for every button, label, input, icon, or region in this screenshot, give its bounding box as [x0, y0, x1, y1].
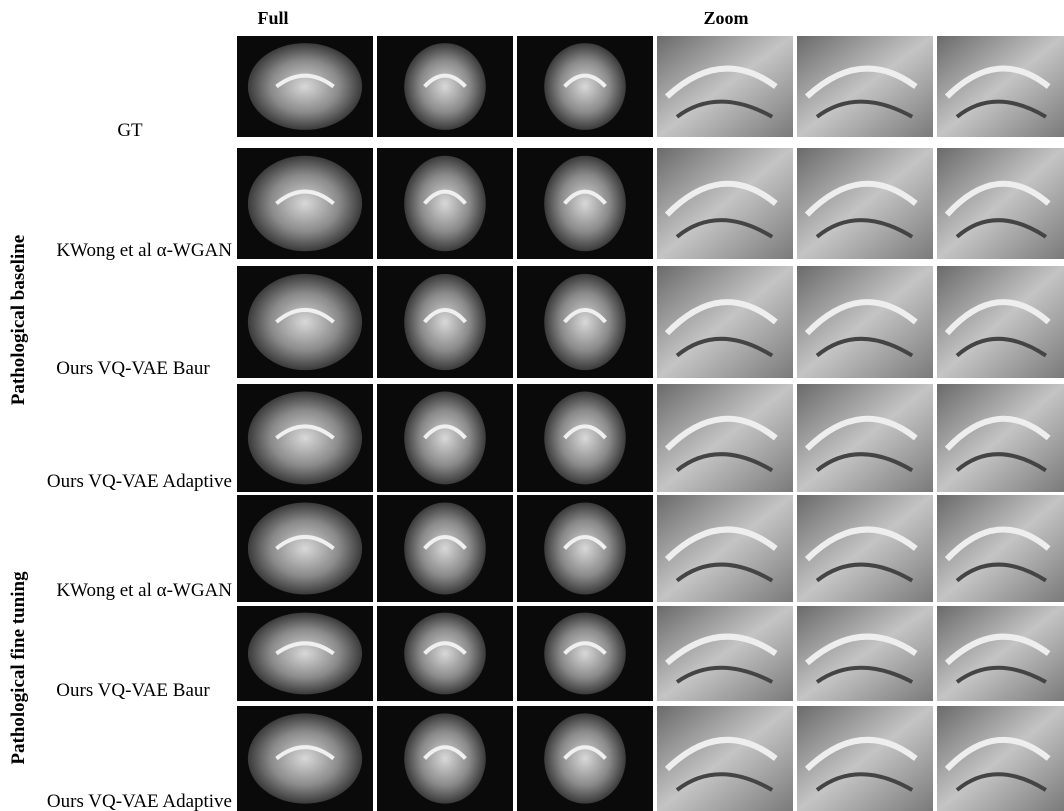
- zoom-detail: [955, 336, 1048, 358]
- brain: [404, 155, 486, 252]
- zoom-detail: [675, 336, 774, 358]
- zoom-detail: [675, 218, 774, 239]
- brain: [544, 502, 626, 595]
- brain-detail: [423, 641, 467, 655]
- brain: [404, 391, 486, 485]
- group-label: Pathological fine tuning: [8, 571, 29, 765]
- zoom-detail: [955, 218, 1047, 239]
- brain-detail: [423, 535, 467, 550]
- zoom-detail: [664, 415, 778, 451]
- row-label: GT: [117, 120, 143, 141]
- brain-detail: [275, 535, 335, 551]
- zoom-detail: [664, 736, 778, 772]
- zoom-detail: [955, 99, 1047, 119]
- image-grid: [237, 36, 1064, 811]
- brain: [404, 43, 486, 130]
- brain: [404, 273, 486, 371]
- brain: [544, 155, 626, 252]
- zoom-detail: [955, 452, 1047, 473]
- zoom-detail: [804, 180, 918, 217]
- zoom-detail: [804, 526, 918, 562]
- brain-detail: [275, 189, 335, 206]
- row-label: KWong et al α-WGAN: [56, 240, 232, 261]
- zoom-detail: [944, 736, 1051, 772]
- zoom-detail: [815, 562, 914, 583]
- zoom-detail: [944, 299, 1051, 336]
- brain: [247, 502, 363, 595]
- zoom-detail: [815, 772, 914, 792]
- zoom-detail: [804, 299, 918, 336]
- brain-detail: [275, 73, 335, 89]
- brain: [544, 612, 626, 695]
- zoom-detail: [665, 633, 778, 666]
- brain-detail: [563, 307, 607, 324]
- zoom-detail: [815, 452, 914, 473]
- brain-detail: [423, 745, 467, 760]
- row-label: Ours VQ-VAE Baur: [56, 680, 210, 701]
- brain: [247, 612, 363, 695]
- zoom-detail: [944, 415, 1051, 451]
- row-label: Ours VQ-VAE Adaptive: [47, 791, 232, 811]
- brain-detail: [563, 73, 607, 88]
- zoom-detail: [675, 452, 774, 473]
- brain: [247, 43, 363, 130]
- zoom-detail: [675, 562, 774, 583]
- brain: [544, 713, 626, 804]
- zoom-detail: [804, 415, 918, 451]
- row-label: Ours VQ-VAE Adaptive: [47, 471, 232, 492]
- brain-detail: [563, 189, 607, 205]
- brain-detail: [563, 535, 607, 550]
- zoom-detail: [815, 99, 914, 119]
- brain: [404, 612, 486, 695]
- zoom-detail: [944, 65, 1051, 99]
- brain: [404, 502, 486, 595]
- zoom-detail: [664, 299, 778, 336]
- zoom-detail: [955, 665, 1047, 684]
- zoom-detail: [664, 180, 778, 217]
- group-label: Pathological baseline: [8, 235, 29, 405]
- zoom-detail: [804, 65, 918, 99]
- zoom-detail: [804, 736, 918, 772]
- zoom-detail: [955, 772, 1047, 792]
- brain-detail: [563, 641, 607, 655]
- brain-detail: [423, 189, 467, 205]
- zoom-detail: [675, 772, 774, 792]
- zoom-detail: [944, 633, 1051, 666]
- brain: [247, 391, 363, 485]
- zoom-detail: [815, 336, 914, 358]
- zoom-detail: [675, 99, 774, 119]
- brain: [544, 391, 626, 485]
- zoom-detail: [675, 665, 774, 684]
- row-label: Ours VQ-VAE Baur: [56, 358, 210, 379]
- zoom-detail: [815, 218, 914, 239]
- brain-detail: [423, 73, 467, 88]
- zoom-detail: [955, 562, 1047, 583]
- brain: [544, 273, 626, 371]
- brain-detail: [563, 745, 607, 760]
- zoom-detail: [805, 633, 918, 666]
- brain-detail: [275, 424, 335, 440]
- brain-detail: [275, 745, 335, 761]
- zoom-detail: [944, 180, 1051, 217]
- brain: [247, 713, 363, 804]
- brain-detail: [275, 641, 335, 656]
- zoom-detail: [664, 526, 778, 562]
- zoom-detail: [815, 665, 914, 684]
- brain: [247, 273, 363, 371]
- zoom-detail: [944, 526, 1051, 562]
- zoom-detail: [664, 65, 778, 99]
- brain: [247, 155, 363, 252]
- brain-detail: [423, 424, 467, 440]
- header-full: Full: [257, 8, 288, 28]
- brain-detail: [563, 424, 607, 440]
- brain-detail: [423, 307, 467, 324]
- brain: [544, 43, 626, 130]
- brain-detail: [275, 308, 335, 324]
- row-label: KWong et al α-WGAN: [56, 580, 232, 601]
- header-zoom: Zoom: [704, 8, 749, 28]
- brain: [404, 713, 486, 804]
